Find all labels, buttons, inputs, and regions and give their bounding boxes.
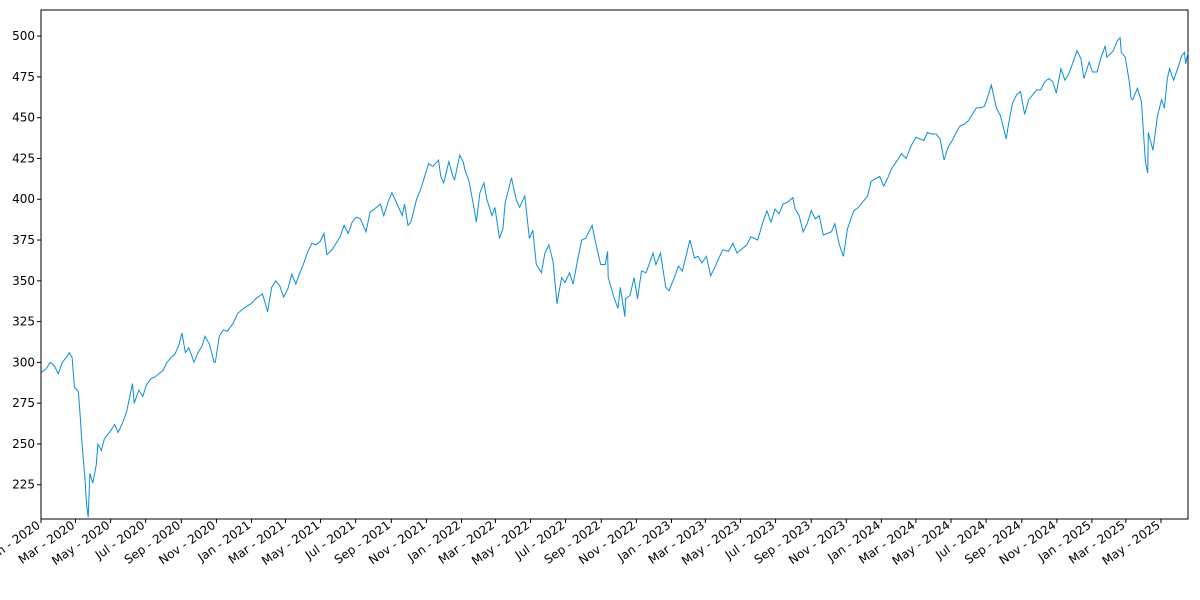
y-tick-label: 350: [12, 274, 35, 288]
y-tick-label: 275: [12, 396, 35, 410]
y-tick-label: 475: [12, 70, 35, 84]
y-tick-label: 500: [12, 29, 35, 43]
y-axis: 225 250 275 300 325 350 375 400 425 450 475 500: [12, 29, 41, 492]
plot-area-frame: [40, 9, 1189, 520]
y-tick-label: 250: [12, 437, 35, 451]
y-tick-label: 300: [12, 355, 35, 369]
y-tick-label: 400: [12, 192, 35, 206]
y-tick-label: 450: [12, 111, 35, 125]
y-tick-label: 425: [12, 151, 35, 165]
y-tick-label: 225: [12, 478, 35, 492]
y-tick-label: 375: [12, 233, 35, 247]
y-tick-label: 325: [12, 315, 35, 329]
series-line: [41, 36, 1189, 518]
